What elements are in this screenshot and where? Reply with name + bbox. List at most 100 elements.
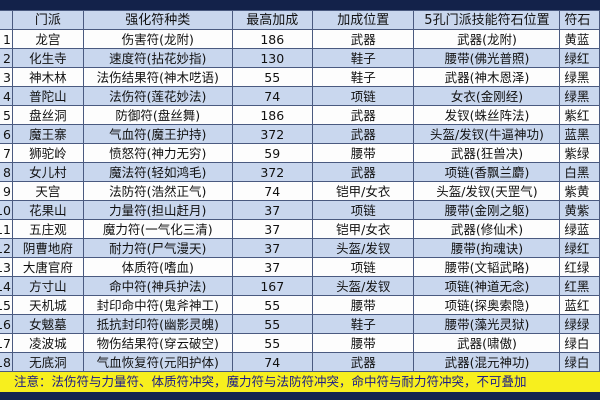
cell-rune-type: 命中符(神兵护法)	[82, 276, 233, 296]
cell-max-bonus: 37	[231, 200, 313, 220]
cell-bonus-slot: 腰带	[311, 295, 415, 315]
cell-skill-rune-slot: 项链(神道无念)	[413, 276, 561, 296]
header-row: 门派 强化符种类 最高加成 加成位置 5孔门派技能符石位置 符石	[0, 10, 600, 30]
cell-max-bonus: 372	[231, 124, 313, 144]
cell-row-number: 7	[0, 143, 13, 163]
cell-sect: 大唐官府	[11, 257, 84, 277]
cell-rune-type: 物伤结果符(穿云破空)	[82, 333, 233, 353]
cell-row-number: 11	[0, 219, 13, 239]
cell-sect: 化生寺	[11, 48, 84, 68]
cell-rune-type: 法防符(浩然正气)	[82, 181, 233, 201]
cell-rune-colors: 绿黑	[559, 86, 600, 106]
cell-rune-type: 耐力符(尸气漫天)	[82, 238, 233, 258]
cell-row-number: 14	[0, 276, 13, 296]
cell-sect: 普陀山	[11, 86, 84, 106]
cell-skill-rune-slot: 武器(啸傲)	[413, 333, 561, 353]
cell-sect: 五庄观	[11, 219, 84, 239]
cell-row-number: 13	[0, 257, 13, 277]
cell-max-bonus: 74	[231, 352, 313, 372]
header-sect: 门派	[11, 10, 84, 30]
cell-skill-rune-slot: 腰带(佛光普照)	[413, 48, 561, 68]
cell-skill-rune-slot: 腰带(金刚之躯)	[413, 200, 561, 220]
bottom-band	[0, 392, 600, 400]
cell-max-bonus: 55	[231, 67, 313, 87]
cell-rune-colors: 蓝红	[559, 295, 600, 315]
header-max-bonus: 最高加成	[231, 10, 313, 30]
table-container: 门派 强化符种类 最高加成 加成位置 5孔门派技能符石位置 符石 1 龙宫 伤害符(龙附) 186…	[0, 10, 600, 372]
cell-rune-colors: 红黑	[559, 276, 600, 296]
cell-max-bonus: 37	[231, 219, 313, 239]
cell-sect: 狮驼岭	[11, 143, 84, 163]
cell-bonus-slot: 铠甲/女衣	[311, 219, 415, 239]
cell-max-bonus: 59	[231, 143, 313, 163]
cell-rune-colors: 绿红	[559, 48, 600, 68]
cell-row-number: 5	[0, 105, 13, 125]
cell-row-number: 16	[0, 314, 13, 334]
cell-skill-rune-slot: 头盔/发钗(牛逼神功)	[413, 124, 561, 144]
cell-rune-type: 魔力符(一气化三清)	[82, 219, 233, 239]
cell-sect: 无底洞	[11, 352, 84, 372]
cell-rune-type: 法伤结果符(神木呓语)	[82, 67, 233, 87]
cell-rune-colors: 白黑	[559, 162, 600, 182]
cell-row-number: 4	[0, 86, 13, 106]
cell-bonus-slot: 项链	[311, 257, 415, 277]
cell-rune-type: 法伤符(莲花妙法)	[82, 86, 233, 106]
cell-rune-colors: 黄蓝	[559, 29, 600, 49]
header-bonus-slot: 加成位置	[311, 10, 415, 30]
sect-rune-table: 门派 强化符种类 最高加成 加成位置 5孔门派技能符石位置 符石 1 龙宫 伤害符(龙附) 186…	[0, 10, 600, 372]
cell-rune-type: 愤怒符(神力无穷)	[82, 143, 233, 163]
cell-row-number: 8	[0, 162, 13, 182]
cell-max-bonus: 74	[231, 86, 313, 106]
cell-skill-rune-slot: 腰带(文韬武略)	[413, 257, 561, 277]
cell-rune-colors: 黄紫	[559, 200, 600, 220]
cell-rune-type: 伤害符(龙附)	[82, 29, 233, 49]
header-skill-rune-slot: 5孔门派技能符石位置	[413, 10, 561, 30]
cell-bonus-slot: 鞋子	[311, 67, 415, 87]
cell-skill-rune-slot: 武器(神木恩泽)	[413, 67, 561, 87]
cell-skill-rune-slot: 武器(混元神功)	[413, 352, 561, 372]
cell-sect: 方寸山	[11, 276, 84, 296]
cell-skill-rune-slot: 武器(修仙术)	[413, 219, 561, 239]
cell-bonus-slot: 腰带	[311, 143, 415, 163]
table-row: 4 普陀山 法伤符(莲花妙法) 74 项链 女衣(金刚经) 绿黑	[0, 86, 600, 106]
cell-sect: 天机城	[11, 295, 84, 315]
cell-bonus-slot: 武器	[311, 162, 415, 182]
cell-rune-colors: 紫黄	[559, 181, 600, 201]
cell-max-bonus: 167	[231, 276, 313, 296]
header-rune-type: 强化符种类	[82, 10, 233, 30]
cell-rune-type: 力量符(担山赶月)	[82, 200, 233, 220]
cell-row-number: 10	[0, 200, 13, 220]
cell-sect: 花果山	[11, 200, 84, 220]
cell-rune-colors: 紫绿	[559, 143, 600, 163]
cell-skill-rune-slot: 发钗(蛛丝阵法)	[413, 105, 561, 125]
cell-sect: 魔王寨	[11, 124, 84, 144]
cell-max-bonus: 55	[231, 295, 313, 315]
cell-sect: 女魃墓	[11, 314, 84, 334]
cell-max-bonus: 55	[231, 314, 313, 334]
cell-max-bonus: 37	[231, 257, 313, 277]
cell-sect: 女儿村	[11, 162, 84, 182]
cell-rune-colors: 红绿	[559, 257, 600, 277]
table-row: 3 神木林 法伤结果符(神木呓语) 55 鞋子 武器(神木恩泽) 绿黑	[0, 67, 600, 87]
cell-bonus-slot: 铠甲/女衣	[311, 181, 415, 201]
cell-bonus-slot: 鞋子	[311, 314, 415, 334]
cell-skill-rune-slot: 女衣(金刚经)	[413, 86, 561, 106]
cell-rune-colors: 紫红	[559, 105, 600, 125]
cell-rune-type: 速度符(拈花妙指)	[82, 48, 233, 68]
cell-sect: 神木林	[11, 67, 84, 87]
header-rune-colors: 符石	[559, 10, 600, 30]
cell-rune-colors: 绿红	[559, 238, 600, 258]
cell-rune-type: 气血恢复符(元阳护体)	[82, 352, 233, 372]
cell-bonus-slot: 鞋子	[311, 48, 415, 68]
cell-skill-rune-slot: 武器(狂兽决)	[413, 143, 561, 163]
cell-rune-colors: 蓝黑	[559, 124, 600, 144]
cell-row-number: 1	[0, 29, 13, 49]
cell-sect: 龙宫	[11, 29, 84, 49]
cell-max-bonus: 55	[231, 333, 313, 353]
